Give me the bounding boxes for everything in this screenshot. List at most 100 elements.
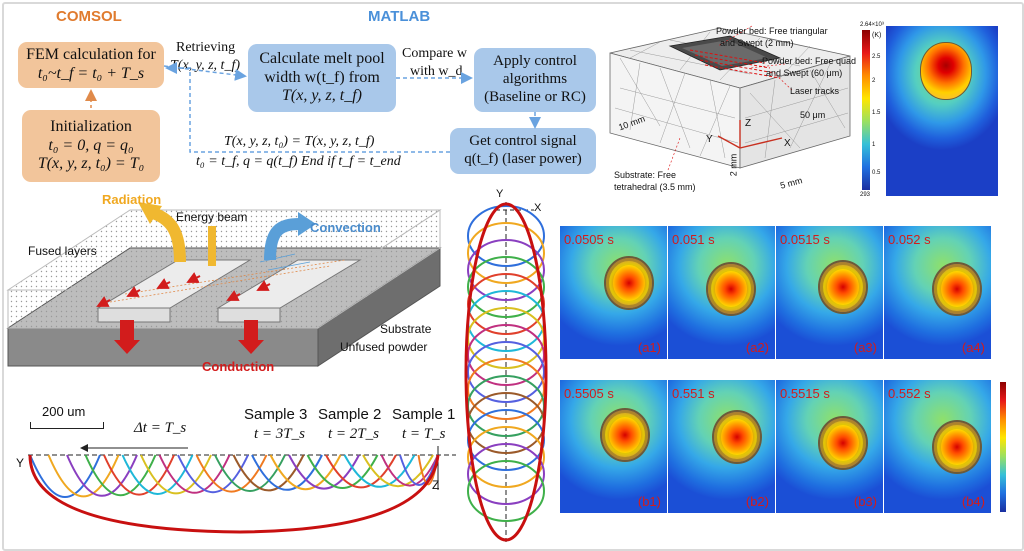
arrow-feedback <box>165 62 450 153</box>
init-title: Initialization <box>50 117 132 135</box>
panel-time: 0.552 s <box>888 386 931 401</box>
vertical-contour-line <box>467 426 545 488</box>
vertical-contour-line <box>467 256 545 318</box>
sample1-time: t = T_s <box>402 426 446 442</box>
melt-pool-top <box>920 42 972 100</box>
vertical-contour-line <box>467 205 545 267</box>
update-line1: T(x, y, z, t₀) = T(x, y, z, t_f) <box>224 134 375 149</box>
mesh-dim-50um: 50 μm <box>800 110 826 120</box>
sample-contour-line <box>158 454 231 494</box>
cb-max: 2.64×10³ <box>860 22 884 28</box>
sample-contour-line <box>288 454 360 490</box>
comsol-title: COMSOL <box>56 8 122 25</box>
panel-time: 0.5515 s <box>780 386 830 401</box>
update-line2: t₀ = t_f, q = q(t_f) End if t_f = t_end <box>196 154 401 169</box>
sample-contour-line <box>399 454 439 486</box>
vertical-contour-line <box>467 222 545 284</box>
vertical-contour-line <box>467 341 545 403</box>
melt-pool <box>932 420 982 474</box>
fused-layers-label: Fused layers <box>28 244 97 258</box>
panel-id: (b2) <box>745 494 769 509</box>
compare-with: with w_d <box>410 64 463 79</box>
init-line2: T(x, y, z, t₀) = T₀ <box>37 155 145 173</box>
sample2-time: t = 2T_s <box>328 426 379 442</box>
sample-contours <box>28 444 456 534</box>
melt-pool <box>712 410 762 464</box>
sample3-time: t = 3T_s <box>254 426 305 442</box>
panel-id: (b1) <box>637 494 661 509</box>
fem-line1: FEM calculation for <box>26 46 156 64</box>
panel-time: 0.051 s <box>672 232 715 247</box>
melt-pool-panel: 0.0515 s (a3) <box>776 226 883 359</box>
panel-id: (b4) <box>961 494 985 509</box>
mesh-substrate2: tetrahedral (3.5 mm) <box>614 182 696 192</box>
panel-time: 0.0515 s <box>780 232 830 247</box>
signal-line1: Get control signal <box>469 133 577 150</box>
mesh-dim-2mm: 2 mm <box>728 153 739 177</box>
retrieving-label: Retrieving <box>176 40 236 55</box>
cb-unit: (K) <box>872 32 882 39</box>
sample-contour-line <box>343 454 416 488</box>
contour-axis-y: Y <box>16 456 25 470</box>
vertical-contour-line <box>467 443 545 505</box>
colorbar-top <box>862 30 870 190</box>
apply-line2: algorithms <box>502 71 568 88</box>
apply-line1: Apply control <box>493 53 577 70</box>
panel-time: 0.052 s <box>888 232 931 247</box>
mesh-model <box>609 25 851 171</box>
signal-line2: q(t_f) (laser power) <box>464 151 582 167</box>
cb-t3: 1.5 <box>872 110 881 116</box>
vstack-axis-x: X <box>534 202 542 214</box>
process-schematic <box>6 202 442 367</box>
apply-box: Apply control algorithms (Baseline or RC… <box>474 48 596 112</box>
melt-pool <box>600 408 650 462</box>
init-line1: t₀ = 0, q = q₀ <box>48 136 134 154</box>
unfused-label: Unfused powder <box>340 340 428 354</box>
mesh-powder-quad: Powder bed: Free quad <box>762 56 857 66</box>
sample1-label: Sample 1 <box>392 406 456 423</box>
matlab-title: MATLAB <box>368 8 431 25</box>
cb-t1: 2.5 <box>872 54 881 60</box>
colorbar-bottom <box>1000 382 1006 512</box>
sample-contour-line <box>47 454 120 498</box>
sample-contour-envelope <box>28 454 440 534</box>
sample-contour-line <box>232 454 305 492</box>
vertical-contour-line <box>467 239 545 301</box>
cb-t4: 1 <box>872 142 876 148</box>
melt-pool-panel: 0.551 s (b2) <box>668 380 775 513</box>
vertical-contours <box>464 202 548 542</box>
panel-id: (a1) <box>637 340 661 355</box>
panel-time: 0.0505 s <box>564 232 614 247</box>
melt-pool-panel: 0.051 s (a2) <box>668 226 775 359</box>
sample3-label: Sample 3 <box>244 406 308 423</box>
melt-pool <box>932 262 982 316</box>
sample-contour-line <box>84 454 157 497</box>
init-box: Initialization t₀ = 0, q = q₀ T(x, y, z,… <box>22 110 160 182</box>
panel-time: 0.5505 s <box>564 386 614 401</box>
vstack-axis-y: Y <box>496 188 504 200</box>
sample-contour-line <box>121 454 194 495</box>
vertical-contour-envelope <box>464 202 548 542</box>
mesh-powder-tri2: and Swept (2 mm) <box>720 38 794 48</box>
calc-box: Calculate melt pool width w(t_f) from T(… <box>248 44 396 112</box>
sample-contour-line <box>66 454 138 497</box>
vertical-contour-line <box>467 324 545 386</box>
sample-contour-line <box>140 454 212 495</box>
sample2-label: Sample 2 <box>318 406 382 423</box>
melt-pool-panel: 0.5505 s (b1) <box>560 380 667 513</box>
signal-box: Get control signal q(t_f) (laser power) <box>450 128 596 174</box>
melt-pool-panel: 0.052 s (a4) <box>884 226 991 359</box>
calc-line3: T(x, y, z, t_f) <box>282 87 362 105</box>
mesh-powder-quad2: and Swept (60 μm) <box>766 68 843 78</box>
sample-contour-line <box>103 454 175 496</box>
melt-pool <box>818 260 868 314</box>
apply-line3: (Baseline or RC) <box>484 88 586 105</box>
vertical-contour-line <box>467 460 545 522</box>
panel-id: (a4) <box>961 340 985 355</box>
mesh-powder-tri: Powder bed: Free triangular <box>716 26 828 36</box>
conduction-label: Conduction <box>202 359 275 374</box>
melt-pool <box>706 262 756 316</box>
mesh-substrate: Substrate: Free <box>614 170 677 180</box>
scale-bar <box>30 422 104 429</box>
